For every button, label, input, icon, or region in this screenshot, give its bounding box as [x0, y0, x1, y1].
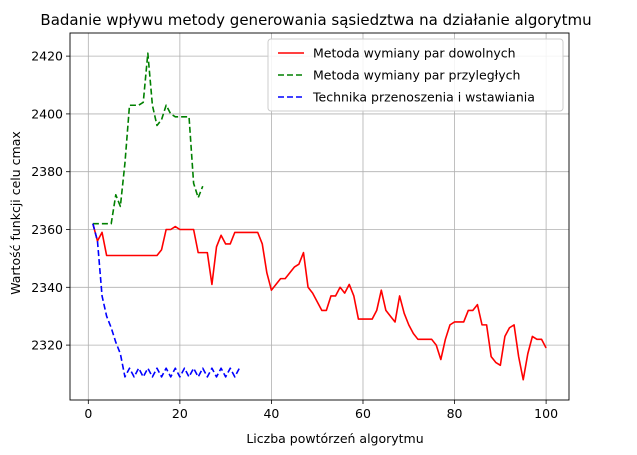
y-tick-label: 2380 [31, 164, 63, 179]
x-tick-label: 40 [263, 406, 279, 421]
x-tick-label: 100 [534, 406, 558, 421]
x-tick-label: 0 [84, 406, 92, 421]
x-axis-label: Liczba powtórzeń algorytmu [246, 431, 423, 446]
legend-label: Technika przenoszenia i wstawiania [312, 90, 535, 105]
legend-label: Metoda wymiany par przyległych [313, 68, 520, 83]
y-tick-label: 2320 [31, 338, 63, 353]
legend: Metoda wymiany par dowolnych Metoda wymia… [267, 38, 564, 112]
x-tick-label: 80 [447, 406, 463, 421]
x-tick-label: 60 [355, 406, 371, 421]
plot-frame [69, 32, 570, 401]
y-tick-label: 2420 [31, 49, 63, 64]
ticks: 0 20 40 60 80 100 2320 2340 2360 2380 2400 2420 [31, 49, 558, 421]
legend-box [267, 38, 564, 112]
series-line-1 [92, 223, 547, 381]
series-line-3 [92, 223, 241, 378]
legend-label: Metoda wymiany par dowolnych [313, 46, 516, 61]
y-tick-label: 2400 [31, 106, 63, 121]
series-line-2 [92, 52, 204, 225]
y-tick-label: 2340 [31, 280, 63, 295]
x-tick-label: 20 [172, 406, 188, 421]
y-tick-label: 2360 [31, 222, 63, 237]
chart-title: Badanie wpływu metody generowania sąsied… [40, 11, 591, 29]
series-layer [92, 52, 547, 381]
y-axis-label: Wartość funkcji celu cmax [8, 131, 23, 295]
